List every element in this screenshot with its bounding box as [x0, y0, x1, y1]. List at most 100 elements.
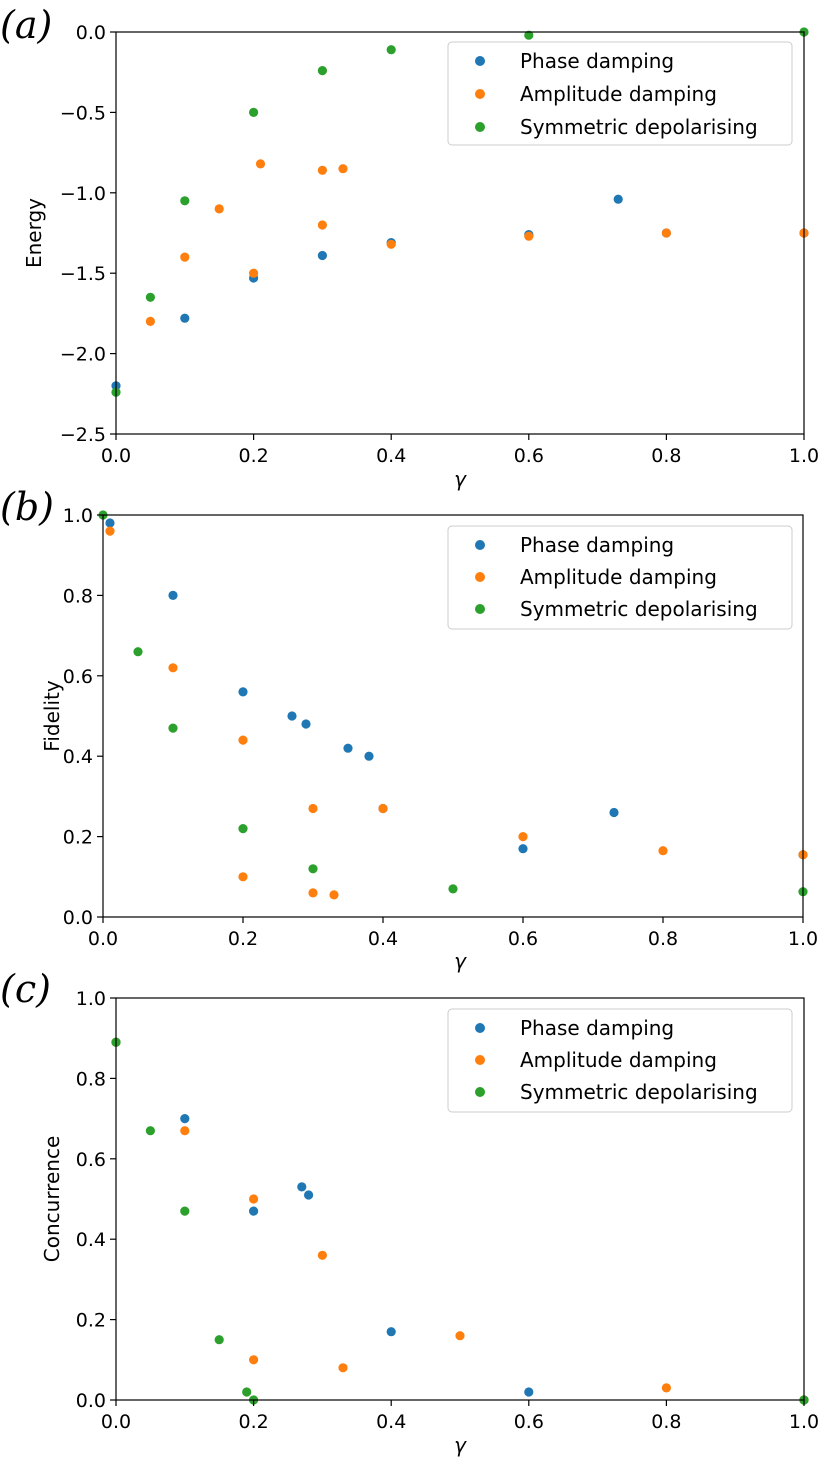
ytick-label: 0.4 [76, 1229, 106, 1251]
legend-phase-label: Phase damping [520, 533, 674, 557]
amplitude-point [214, 204, 224, 214]
amplitude-point [308, 888, 318, 898]
symmetric-point [180, 1206, 190, 1216]
legend-phase-marker [475, 540, 485, 550]
legend-phase-marker [475, 56, 485, 66]
symmetric-point [386, 45, 396, 55]
panel-a-label: (a) [0, 3, 52, 47]
symmetric-point [448, 884, 458, 894]
phase-point [518, 844, 528, 854]
panel-b-xlabel: γ [454, 949, 467, 973]
panel-c-label: (c) [0, 967, 51, 1011]
legend-phase-label: Phase damping [520, 1016, 674, 1040]
amplitude-point [249, 268, 259, 278]
ytick-label: 0.8 [76, 1068, 106, 1090]
legend-amplitude-marker [475, 1055, 485, 1065]
panel-a-xticks: 0.0 0.2 0.4 0.6 0.8 1.0 [101, 434, 819, 467]
ytick-label: 0.8 [63, 585, 93, 607]
symmetric-point [238, 824, 248, 834]
panel-b-ylabel: Fidelity [40, 680, 64, 752]
amplitude-point [524, 231, 534, 241]
amplitude-point [180, 1126, 190, 1136]
phase-point [301, 719, 311, 729]
xtick-label: 0.0 [101, 1411, 131, 1433]
xtick-label: 1.0 [789, 1411, 819, 1433]
panel-a-xlabel: γ [454, 467, 467, 491]
panel-b: (b) 0.0 0.2 0.4 0.6 0.8 1.0 0.0 0.2 0.4 0.6 0.8 1.… [0, 485, 818, 973]
amplitude-point [249, 1194, 259, 1204]
xtick-label: 0.8 [651, 445, 681, 467]
xtick-label: 0.6 [514, 445, 544, 467]
legend-amplitude-label: Amplitude damping [520, 1048, 717, 1072]
xtick-label: 0.4 [376, 1411, 406, 1433]
symmetric-point [133, 647, 143, 657]
panel-b-frame [102, 514, 804, 918]
panel-b-label: (b) [0, 485, 54, 529]
xtick-label: 0.6 [514, 1411, 544, 1433]
symmetric-point [308, 864, 318, 874]
panel-b-legend: Phase damping Amplitude damping Symmetri… [447, 525, 793, 630]
amplitude-point [661, 1383, 672, 1393]
amplitude-point [317, 220, 327, 230]
phase-point [609, 807, 619, 818]
xtick-label: 0.4 [368, 928, 398, 950]
xtick-label: 0.4 [376, 445, 406, 467]
panel-c-ylabel: Concurrence [40, 1136, 64, 1262]
ytick-label: −0.5 [60, 102, 106, 124]
legend-amplitude-label: Amplitude damping [520, 565, 717, 589]
xtick-label: 0.8 [648, 928, 678, 950]
ytick-label: 0.6 [76, 1149, 106, 1171]
xtick-label: 0.0 [88, 928, 118, 950]
xtick-label: 0.2 [228, 928, 258, 950]
legend-amplitude-label: Amplitude damping [520, 82, 717, 106]
legend-symmetric-label: Symmetric depolarising [520, 1080, 758, 1104]
phase-point [238, 687, 248, 697]
amplitude-point [308, 803, 318, 814]
amplitude-point [658, 846, 668, 856]
panel-b-xticks: 0.0 0.2 0.4 0.6 0.8 1.0 [88, 917, 818, 950]
xtick-label: 1.0 [789, 445, 819, 467]
ytick-label: 0.0 [76, 1390, 106, 1412]
phase-point [249, 1206, 259, 1216]
amplitude-point [168, 663, 178, 673]
ytick-label: −1.0 [60, 183, 106, 205]
phase-point [343, 743, 353, 753]
amplitude-point [180, 252, 190, 262]
legend-symmetric-marker [475, 1087, 485, 1097]
ytick-label: −1.5 [60, 263, 106, 285]
panel-c-yticks: 0.0 0.2 0.4 0.6 0.8 1.0 [76, 988, 116, 1412]
amplitude-point [329, 890, 339, 900]
panel-b-yticks: 0.0 0.2 0.4 0.6 0.8 1.0 [63, 505, 103, 929]
panel-a-yticks: −2.5 −2.0 −1.5 −1.0 −0.5 0.0 [60, 22, 116, 446]
legend-amplitude-marker [475, 89, 485, 99]
symmetric-point [249, 107, 259, 117]
amplitude-point [338, 1363, 348, 1373]
phase-point [613, 194, 623, 204]
ytick-label: 0.6 [63, 666, 93, 688]
amplitude-point [255, 159, 266, 169]
ytick-label: 0.2 [76, 1310, 106, 1332]
ytick-label: 0.4 [63, 746, 93, 768]
legend-phase-marker [475, 1023, 485, 1033]
ytick-label: 0.2 [63, 827, 93, 849]
ytick-label: 0.0 [76, 22, 106, 44]
amplitude-point [661, 228, 672, 238]
xtick-label: 0.6 [508, 928, 538, 950]
legend-phase-label: Phase damping [520, 49, 674, 73]
xtick-label: 0.8 [651, 1411, 681, 1433]
amplitude-point [238, 872, 248, 882]
xtick-label: 0.2 [238, 1411, 268, 1433]
amplitude-point [386, 239, 396, 249]
legend-symmetric-marker [475, 604, 485, 614]
amplitude-point [455, 1331, 465, 1341]
symmetric-point [214, 1335, 224, 1345]
panel-c-xticks: 0.0 0.2 0.4 0.6 0.8 1.0 [101, 1400, 819, 1433]
phase-point [386, 1327, 396, 1337]
phase-point [304, 1190, 314, 1200]
ytick-label: 1.0 [76, 988, 106, 1010]
phase-point [168, 590, 178, 601]
symmetric-point [317, 66, 327, 76]
amplitude-point [249, 1355, 259, 1365]
symmetric-point [180, 196, 190, 206]
phase-point [180, 1114, 190, 1124]
